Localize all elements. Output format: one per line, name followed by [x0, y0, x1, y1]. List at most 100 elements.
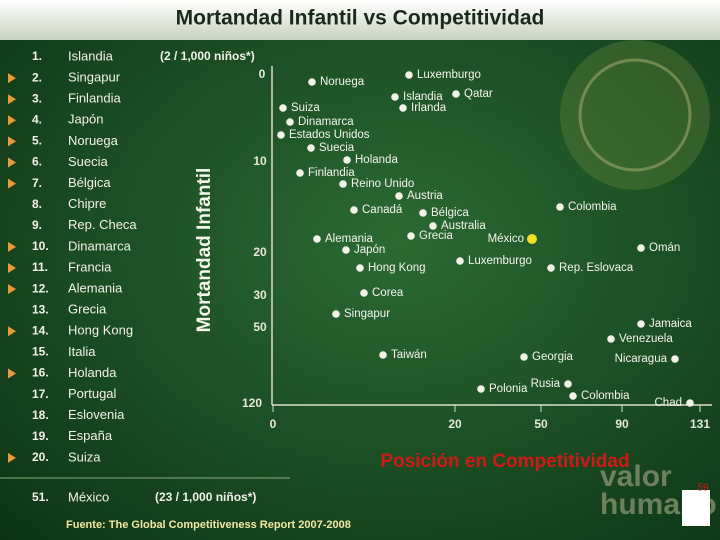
country: Grecia — [68, 302, 107, 317]
point-label: Australia — [441, 220, 486, 232]
bullet-arrow — [8, 241, 16, 252]
country: Holanda — [68, 365, 117, 380]
x-axis-title: Posición en Competitividad — [380, 451, 629, 472]
country: Francia — [68, 259, 112, 274]
point-label: Singapur — [344, 308, 390, 320]
y-tick-label: 30 — [253, 288, 267, 302]
point-marker — [556, 203, 564, 211]
point-marker — [419, 209, 427, 217]
bullet-arrow — [8, 178, 16, 189]
point-label: Colombia — [581, 390, 630, 402]
point-marker — [429, 222, 437, 230]
point-label: Islandia — [403, 91, 443, 103]
point-label: Chad — [655, 397, 683, 409]
point-label: Luxemburgo — [468, 255, 532, 267]
point-label: Corea — [372, 287, 404, 299]
country: Portugal — [68, 386, 117, 401]
rank: 6. — [32, 155, 42, 169]
point-label: Colombia — [568, 201, 617, 213]
country: Singapur — [68, 70, 121, 85]
rank: 3. — [32, 91, 42, 105]
country: España — [68, 428, 113, 443]
rank: 7. — [32, 176, 42, 190]
point-marker — [686, 399, 694, 407]
point-marker — [520, 353, 528, 361]
point-label: Rusia — [531, 378, 561, 390]
y-tick-label: 20 — [253, 245, 267, 259]
point-marker — [637, 320, 645, 328]
point-marker — [307, 144, 315, 152]
point-label: Irlanda — [411, 102, 447, 114]
point-label: Nicaragua — [615, 353, 668, 365]
bullet-arrow — [8, 326, 16, 337]
country: Noruega — [68, 133, 119, 148]
point-marker — [350, 206, 358, 214]
rank: 2. — [32, 70, 42, 84]
point-marker — [308, 78, 316, 86]
bullet-arrow — [8, 115, 16, 126]
y-tick-label: 50 — [253, 320, 267, 334]
point-marker — [339, 180, 347, 188]
point-marker — [356, 264, 364, 272]
point-marker — [296, 169, 304, 177]
country: Suiza — [68, 449, 101, 464]
bullet-arrow — [8, 452, 16, 463]
point-marker — [477, 385, 485, 393]
x-tick-label: 20 — [448, 417, 462, 431]
rank: 15. — [32, 345, 49, 359]
point-label: Suecia — [319, 142, 355, 154]
point-marker — [637, 244, 645, 252]
point-marker — [279, 104, 287, 112]
rank: 16. — [32, 366, 49, 380]
bullet-arrow — [8, 157, 16, 168]
bullet-arrow — [8, 368, 16, 379]
point-label: Jamaica — [649, 318, 692, 330]
x-tick-label: 0 — [270, 417, 277, 431]
y-tick-label: 120 — [242, 396, 262, 410]
bullet-arrow — [8, 136, 16, 147]
rank: 19. — [32, 429, 49, 443]
rank: 5. — [32, 134, 42, 148]
point-marker — [452, 90, 460, 98]
page-box — [682, 490, 710, 526]
point-label: Estados Unidos — [289, 129, 370, 141]
point-marker — [547, 264, 555, 272]
rank: 18. — [32, 408, 49, 422]
page-number: 59 — [697, 483, 709, 494]
rank: 8. — [32, 197, 42, 211]
y-tick-label: 0 — [259, 67, 266, 81]
mexico-note: (23 / 1,000 niños*) — [155, 490, 256, 504]
x-tick-label: 131 — [690, 417, 710, 431]
bullet-arrow — [8, 94, 16, 105]
country: Dinamarca — [68, 238, 132, 253]
country: Eslovenia — [68, 407, 125, 422]
rank: 11. — [32, 260, 48, 274]
country: Finlandia — [68, 91, 122, 106]
point-marker — [527, 234, 537, 244]
bullet-arrow — [8, 263, 16, 273]
point-marker — [360, 289, 368, 297]
point-label: Venezuela — [619, 333, 673, 345]
point-label: Grecia — [419, 230, 453, 242]
point-label: Georgia — [532, 351, 574, 363]
point-label: Qatar — [464, 88, 493, 100]
point-label: Rep. Eslovaca — [559, 262, 634, 274]
country: Italia — [68, 344, 96, 359]
point-label: Alemania — [325, 233, 374, 245]
point-marker — [564, 380, 572, 388]
point-label: Japón — [354, 244, 385, 256]
point-label: Finlandia — [308, 167, 355, 179]
point-marker — [313, 235, 321, 243]
x-tick-label: 90 — [615, 417, 629, 431]
title-bar — [0, 0, 720, 40]
point-label: Holanda — [355, 154, 398, 166]
point-label: Austria — [407, 190, 443, 202]
point-marker — [569, 392, 577, 400]
point-marker — [332, 310, 340, 318]
bullet-arrow — [8, 284, 16, 295]
country: Islandia — [68, 48, 114, 63]
rank: 17. — [32, 387, 49, 401]
y-axis-title: Mortandad Infantil — [194, 168, 215, 333]
mexico-name: México — [68, 489, 109, 504]
